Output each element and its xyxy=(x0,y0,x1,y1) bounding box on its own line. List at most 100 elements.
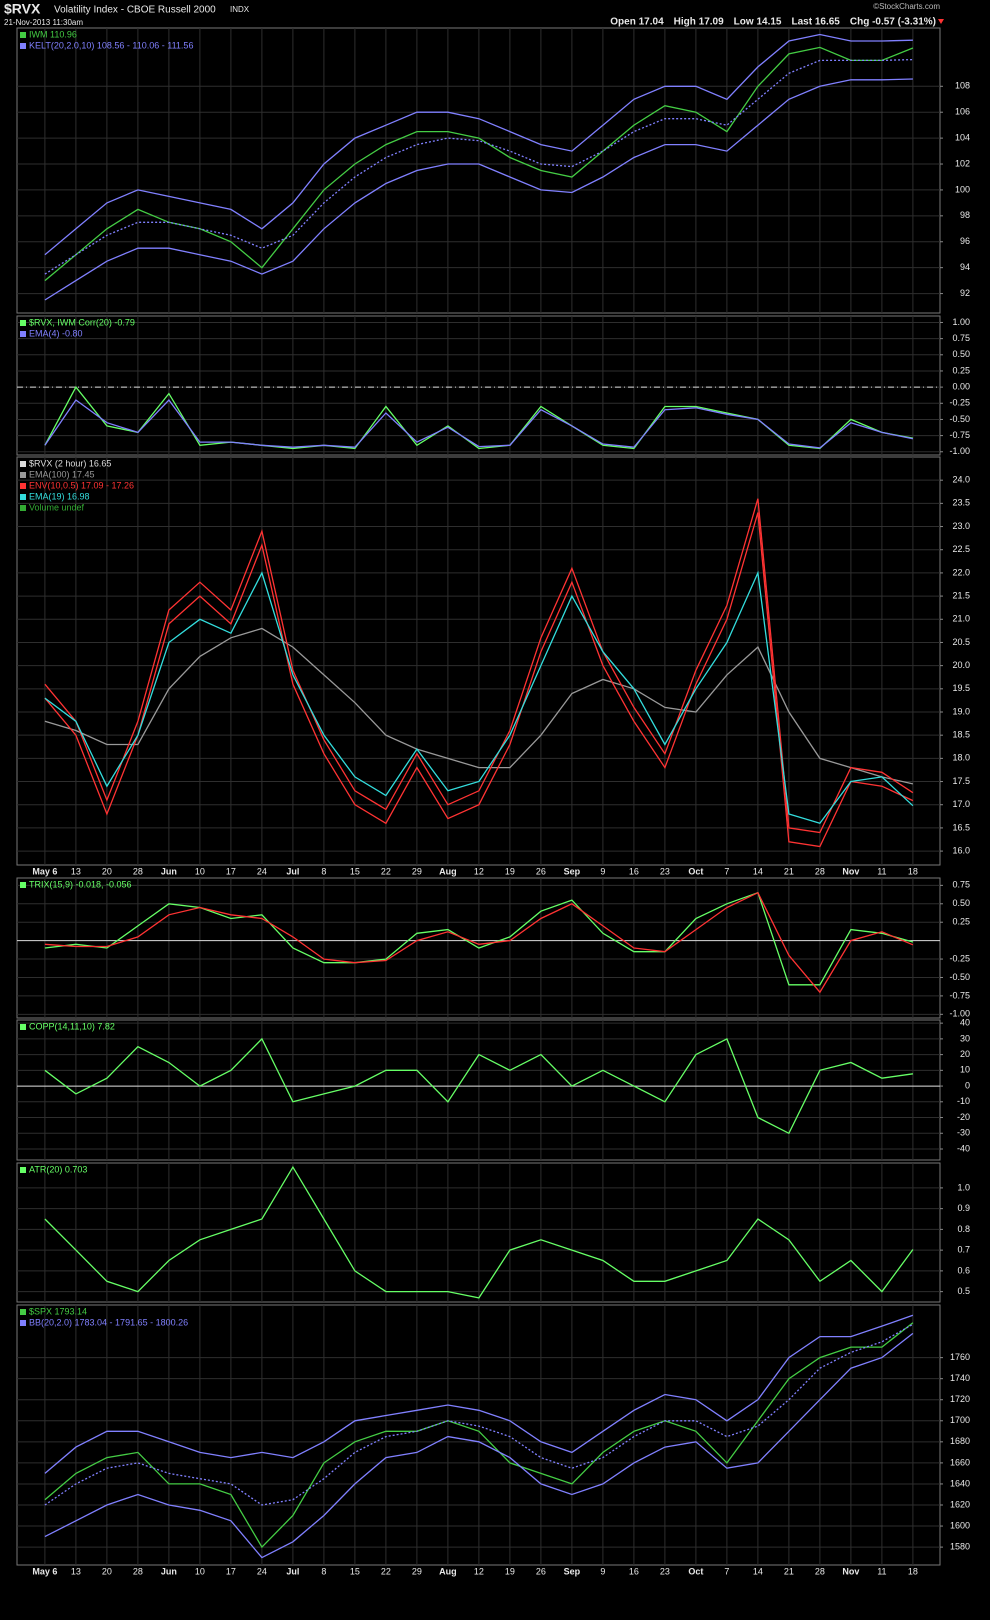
y-tick-label: -0.25 xyxy=(949,398,970,408)
x-tick-label: 9 xyxy=(600,866,605,876)
x-tick-label: 8 xyxy=(321,1566,326,1576)
watermark: ©StockCharts.com xyxy=(873,2,940,11)
x-tick-label: 29 xyxy=(412,866,422,876)
y-tick-label: 1760 xyxy=(950,1352,970,1362)
y-tick-label: -1.00 xyxy=(949,1009,970,1019)
date: 21-Nov-2013 11:30am xyxy=(4,18,83,27)
y-tick-label: 1640 xyxy=(950,1478,970,1488)
y-tick-label: 19.5 xyxy=(952,683,970,693)
series-line xyxy=(44,891,914,986)
x-tick-label: 28 xyxy=(815,1566,825,1576)
y-tick-label: 0.6 xyxy=(957,1265,970,1275)
x-tick-label: 18 xyxy=(908,1566,918,1576)
y-tick-label: 0.7 xyxy=(957,1245,970,1255)
y-tick-label: 1580 xyxy=(950,1541,970,1551)
x-tick-label: Jun xyxy=(161,1566,177,1576)
y-tick-label: 102 xyxy=(955,158,970,168)
legend-entry: ATR(20) 0.703 xyxy=(29,1164,87,1174)
y-tick-label: 24.0 xyxy=(952,475,970,485)
legend-swatch xyxy=(20,1167,26,1173)
quote: Chg -0.57 (-3.31%) Last 16.65 Low 14.15 Hig… xyxy=(610,17,936,28)
x-tick-label: 20 xyxy=(102,866,112,876)
legend-swatch xyxy=(20,1024,26,1030)
y-tick-label: 1.0 xyxy=(957,1182,970,1192)
y-tick-label: 0.75 xyxy=(952,880,970,890)
legend-entry: COPP(14,11,10) 7.82 xyxy=(29,1021,115,1031)
legend-swatch xyxy=(20,882,26,888)
x-tick-label: Oct xyxy=(688,1566,703,1576)
y-tick-label: 0.75 xyxy=(952,333,970,343)
y-tick-label: 104 xyxy=(955,132,970,142)
y-tick-label: 16.5 xyxy=(952,822,970,832)
y-tick-label: -10 xyxy=(957,1096,970,1106)
x-tick-label: 9 xyxy=(600,1566,605,1576)
band-line xyxy=(44,512,914,848)
quote-item: Last 16.65 xyxy=(791,17,840,28)
x-tick-label: 24 xyxy=(257,866,267,876)
title: Volatility Index - CBOE Russell 2000 xyxy=(54,5,216,16)
quote-item: High 17.09 xyxy=(674,17,724,28)
x-tick-label: May 6 xyxy=(32,1566,57,1576)
x-tick-label: 13 xyxy=(71,1566,81,1576)
y-tick-label: 1700 xyxy=(950,1415,970,1425)
quote-item: Low 14.15 xyxy=(734,17,782,28)
band-line xyxy=(44,33,913,256)
y-tick-label: 1720 xyxy=(950,1394,970,1404)
y-tick-label: 23.5 xyxy=(952,498,970,508)
down-arrow xyxy=(938,19,944,24)
x-tick-label: 15 xyxy=(350,866,360,876)
x-tick-label: 22 xyxy=(381,866,391,876)
y-tick-label: 1660 xyxy=(950,1457,970,1467)
x-tick-label: 24 xyxy=(257,1566,267,1576)
x-tick-label: 28 xyxy=(133,866,143,876)
legend-entry: BB(20,2.0) 1783.04 - 1791.65 - 1800.26 xyxy=(29,1317,188,1327)
legend-entry: TRIX(15,9) -0.018, -0.056 xyxy=(29,879,132,889)
y-tick-label: -0.75 xyxy=(949,430,970,440)
y-tick-label: 40 xyxy=(960,1018,970,1028)
x-tick-label: 23 xyxy=(660,1566,670,1576)
y-tick-label: -0.25 xyxy=(949,953,970,963)
y-tick-label: 17.5 xyxy=(952,776,970,786)
legend-entry: IWM 110.96 xyxy=(29,29,77,39)
y-tick-label: 21.0 xyxy=(952,614,970,624)
x-tick-label: 19 xyxy=(505,866,515,876)
y-tick-label: 18.0 xyxy=(952,753,970,763)
y-tick-label: 30 xyxy=(960,1033,970,1043)
y-tick-label: 23.0 xyxy=(952,521,970,531)
band-line xyxy=(44,58,913,275)
legend-swatch xyxy=(20,32,26,38)
series-line xyxy=(44,1165,914,1299)
y-tick-label: 20 xyxy=(960,1049,970,1059)
x-tick-label: Nov xyxy=(842,866,859,876)
y-tick-label: 21.5 xyxy=(952,590,970,600)
x-tick-label: 29 xyxy=(412,1566,422,1576)
x-tick-label: 12 xyxy=(474,866,484,876)
y-tick-label: 94 xyxy=(960,262,970,272)
x-tick-label: Sep xyxy=(564,866,581,876)
legend-swatch xyxy=(20,331,26,337)
x-tick-label: 23 xyxy=(660,866,670,876)
x-tick-label: Sep xyxy=(564,1566,581,1576)
quote-item: Chg -0.57 (-3.31%) xyxy=(850,17,936,28)
x-tick-label: 16 xyxy=(629,1566,639,1576)
y-tick-label: 19.0 xyxy=(952,706,970,716)
exchange: INDX xyxy=(230,5,250,14)
y-tick-label: 0.8 xyxy=(957,1224,970,1234)
x-tick-label: 18 xyxy=(908,866,918,876)
x-tick-label: 22 xyxy=(381,1566,391,1576)
y-tick-label: 10 xyxy=(960,1065,970,1075)
legend-swatch xyxy=(20,483,26,489)
y-tick-label: 0.50 xyxy=(952,349,970,359)
y-tick-label: -30 xyxy=(957,1128,970,1138)
y-tick-label: -40 xyxy=(957,1143,970,1153)
y-tick-label: 16.0 xyxy=(952,845,970,855)
x-tick-label: 21 xyxy=(784,1566,794,1576)
y-tick-label: 1600 xyxy=(950,1520,970,1530)
band-line xyxy=(44,1323,914,1506)
legend-entry: $SPX 1793.14 xyxy=(29,1306,87,1316)
x-tick-label: 26 xyxy=(536,866,546,876)
x-tick-label: 28 xyxy=(815,866,825,876)
symbol: $RVX xyxy=(4,1,41,17)
quote-item: Open 17.04 xyxy=(610,17,664,28)
series-line xyxy=(44,627,914,785)
